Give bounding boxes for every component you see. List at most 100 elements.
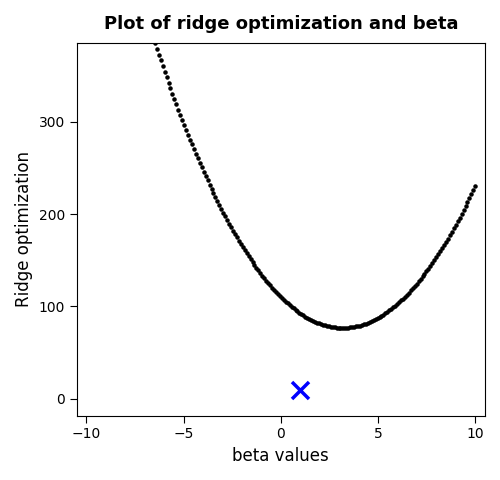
Point — [391, 302, 399, 310]
Point — [428, 259, 436, 267]
Point — [240, 247, 248, 254]
Point — [305, 315, 313, 323]
Point — [254, 267, 262, 275]
Point — [393, 300, 401, 308]
Point — [268, 284, 276, 291]
Point — [466, 194, 473, 202]
Point — [303, 314, 311, 322]
Point — [309, 317, 317, 324]
Point — [186, 136, 194, 144]
Point — [292, 306, 300, 314]
Point — [176, 111, 184, 119]
Point — [422, 267, 430, 275]
Point — [180, 121, 188, 129]
Point — [235, 237, 243, 245]
Point — [250, 261, 258, 269]
Point — [216, 201, 224, 209]
Point — [260, 275, 268, 282]
Point — [174, 106, 182, 113]
Point — [340, 324, 348, 332]
Point — [313, 319, 321, 326]
Point — [434, 251, 442, 258]
Point — [414, 277, 422, 285]
Point — [284, 300, 292, 307]
Point — [192, 150, 200, 157]
Point — [416, 275, 424, 283]
Point — [155, 51, 163, 59]
Point — [321, 322, 329, 329]
Point — [328, 323, 336, 331]
Point — [380, 311, 388, 318]
Point — [386, 307, 394, 314]
Point — [170, 95, 178, 103]
Point — [432, 253, 440, 261]
Point — [237, 240, 245, 248]
Point — [317, 320, 325, 328]
Point — [342, 324, 350, 332]
Point — [454, 217, 462, 225]
Point — [410, 282, 418, 290]
Point — [231, 230, 239, 238]
Point — [397, 297, 405, 304]
Point — [462, 203, 469, 210]
Point — [430, 256, 438, 264]
Point — [252, 264, 260, 272]
Point — [307, 316, 315, 324]
Point — [256, 269, 264, 277]
Point — [458, 210, 466, 217]
Point — [296, 386, 304, 394]
Point — [384, 308, 392, 316]
Point — [208, 185, 216, 192]
Point — [156, 57, 164, 64]
Point — [442, 238, 450, 246]
Point — [388, 305, 396, 313]
Point — [298, 310, 306, 318]
Point — [418, 273, 426, 280]
Point — [151, 39, 159, 47]
Point — [137, 0, 145, 4]
Point — [374, 314, 382, 322]
Point — [348, 324, 356, 331]
Point — [360, 321, 368, 328]
Point — [368, 317, 376, 325]
Point — [372, 315, 380, 323]
Point — [166, 84, 174, 92]
Point — [221, 213, 229, 220]
Point — [450, 225, 458, 232]
Point — [272, 288, 280, 296]
Point — [153, 45, 161, 53]
Point — [324, 323, 332, 330]
Y-axis label: Ridge optimization: Ridge optimization — [15, 151, 33, 307]
Point — [326, 323, 334, 331]
Title: Plot of ridge optimization and beta: Plot of ridge optimization and beta — [104, 15, 458, 33]
Point — [412, 280, 420, 288]
Point — [164, 79, 172, 87]
Point — [448, 228, 456, 236]
Point — [352, 323, 360, 330]
Point — [270, 286, 278, 294]
Point — [336, 324, 344, 332]
Point — [302, 313, 310, 321]
Point — [409, 285, 417, 292]
Point — [172, 100, 180, 108]
Point — [227, 223, 235, 231]
Point — [354, 322, 362, 330]
Point — [332, 324, 340, 332]
Point — [456, 214, 464, 221]
X-axis label: beta values: beta values — [232, 447, 329, 465]
Point — [452, 221, 460, 228]
Point — [219, 209, 227, 216]
Point — [407, 287, 415, 294]
Point — [401, 293, 409, 300]
Point — [424, 265, 432, 273]
Point — [141, 9, 149, 16]
Point — [212, 193, 220, 201]
Point — [288, 303, 296, 311]
Point — [399, 295, 407, 302]
Point — [460, 206, 468, 214]
Point — [225, 220, 233, 228]
Point — [395, 299, 403, 306]
Point — [330, 324, 338, 331]
Point — [278, 294, 286, 302]
Point — [218, 205, 226, 213]
